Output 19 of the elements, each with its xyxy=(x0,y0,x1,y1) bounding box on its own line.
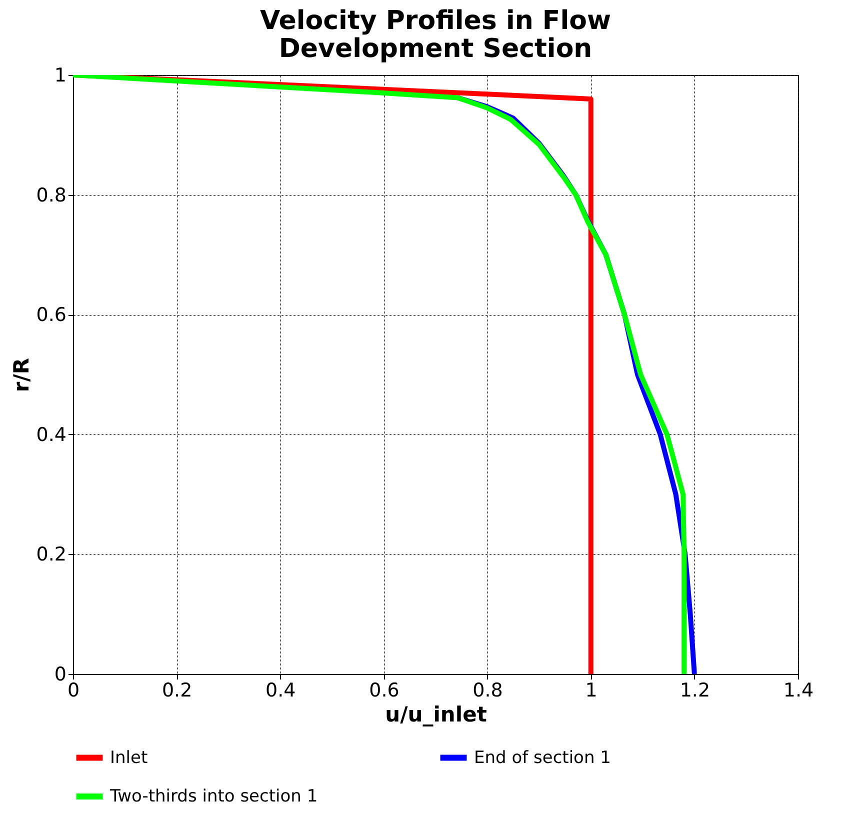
legend-label: End of section 1 xyxy=(474,748,611,768)
y-tick-label: 0.8 xyxy=(36,184,66,206)
x-tick-label: 1.4 xyxy=(783,680,814,702)
legend-label: Inlet xyxy=(110,748,148,768)
x-tick-label: 0.2 xyxy=(162,680,192,702)
x-tick-label: 1.2 xyxy=(680,680,710,702)
x-tick-label: 1 xyxy=(585,680,598,702)
x-tick-label: 0.8 xyxy=(472,680,503,702)
y-tick-label: 0 xyxy=(54,664,66,686)
chart-title: Velocity Profiles in Flow Development Section xyxy=(260,6,611,64)
x-tick-label: 0.4 xyxy=(266,680,296,702)
y-tick-label: 0.2 xyxy=(36,544,66,566)
y-tick-label: 0.4 xyxy=(36,424,66,446)
y-tick-label: 1 xyxy=(54,64,66,86)
y-axis-title: r/R xyxy=(9,358,34,392)
x-axis-title: u/u_inlet xyxy=(385,702,487,726)
legend-label: Two-thirds into section 1 xyxy=(109,786,318,806)
x-tick-label: 0.6 xyxy=(369,680,400,702)
y-tick-label: 0.6 xyxy=(36,304,66,326)
